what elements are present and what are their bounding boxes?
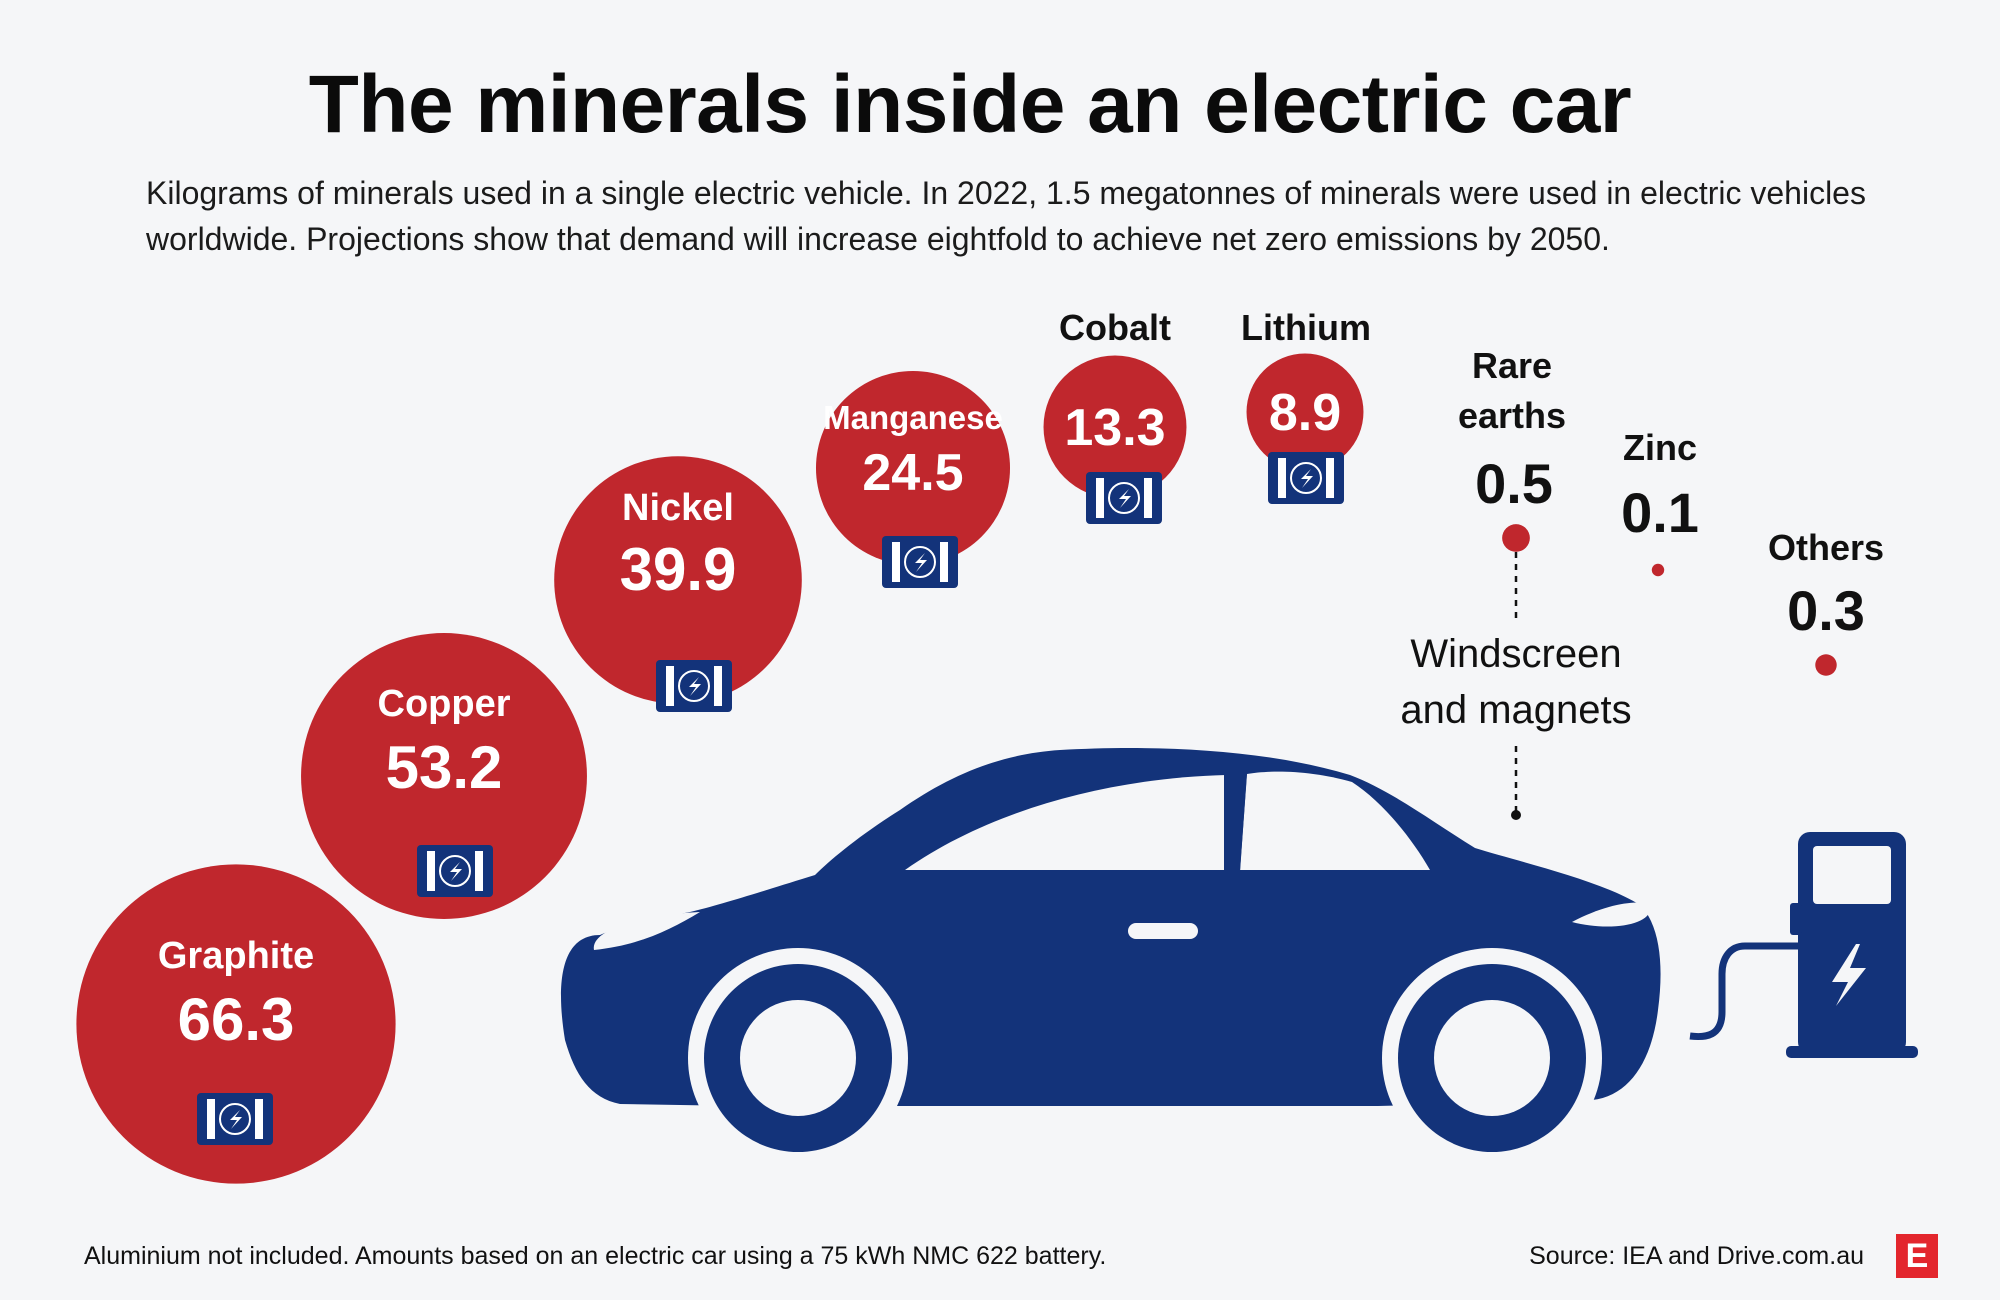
rare-earths-name-label: earths	[1458, 395, 1566, 436]
nickel-value-label: 39.9	[620, 536, 737, 603]
battery-ring	[219, 1103, 251, 1135]
source-credit: Source: IEA and Drive.com.au	[1529, 1242, 1864, 1270]
car-front-window	[1240, 771, 1430, 870]
nickel-bubble	[554, 456, 802, 704]
rare-earths-name-label: Rare	[1472, 345, 1552, 386]
others-name-label: Others	[1768, 527, 1884, 568]
charging-cable	[1689, 942, 1798, 1041]
cobalt-battery-icon	[1086, 472, 1162, 524]
battery-ring	[904, 546, 936, 578]
graphite-bubble	[76, 864, 396, 1184]
zinc-value-label: 0.1	[1621, 481, 1699, 544]
lightning-bolt-icon	[1119, 489, 1131, 508]
page-subtitle: Kilograms of minerals used in a single e…	[146, 175, 1866, 257]
others-bubble	[1815, 654, 1837, 676]
rare-earths-value-label: 0.5	[1475, 452, 1553, 515]
annotation-end-dot	[1511, 810, 1521, 820]
manganese-bubble	[815, 370, 1011, 566]
battery-ring	[1108, 482, 1140, 514]
annotation-text: and magnets	[1400, 688, 1631, 732]
lightning-bolt-icon	[1832, 944, 1866, 1006]
cobalt-value-label: 13.3	[1064, 399, 1165, 457]
battery-ring	[678, 670, 710, 702]
page-title: The minerals inside an electric car	[308, 59, 1632, 150]
taillight	[593, 912, 700, 950]
rear-wheel-hub	[740, 1000, 856, 1116]
rare-earths-bubble	[1502, 524, 1530, 552]
charger-screen	[1813, 846, 1891, 904]
others-value-label: 0.3	[1787, 579, 1865, 642]
lithium-bubble	[1246, 353, 1364, 471]
manganese-name-label: Manganese	[823, 399, 1003, 436]
lightning-bolt-icon	[915, 553, 927, 572]
nickel-battery-icon	[656, 660, 732, 712]
copper-bubble	[301, 633, 587, 919]
headlight	[1572, 902, 1651, 927]
front-wheel-hub	[1434, 1000, 1550, 1116]
annotation-text: Windscreen	[1410, 632, 1621, 676]
charger-base	[1786, 1046, 1918, 1058]
lightning-bolt-icon	[230, 1110, 242, 1129]
cobalt-bubble	[1043, 355, 1187, 499]
manganese-battery-icon	[882, 536, 958, 588]
zinc-bubble	[1651, 563, 1665, 577]
graphite-value-label: 66.3	[178, 986, 295, 1053]
lightning-bolt-icon	[689, 677, 701, 696]
graphite-battery-icon	[197, 1093, 273, 1145]
footnote: Aluminium not included. Amounts based on…	[84, 1242, 1107, 1270]
car-illustration	[561, 748, 1661, 1168]
lithium-name-label: Lithium	[1241, 307, 1371, 348]
door-handle	[1128, 923, 1198, 939]
car-pillar	[1224, 772, 1247, 872]
manganese-value-label: 24.5	[862, 444, 963, 502]
car-rear-window	[905, 775, 1226, 870]
charger-nozzle-mount	[1790, 903, 1802, 935]
battery-ring	[1290, 462, 1322, 494]
zinc-name-label: Zinc	[1623, 427, 1697, 468]
nickel-name-label: Nickel	[622, 487, 734, 529]
bubbles-layer: Graphite 66.3 Copper 53.2 Nickel 39.9 Manganes…	[76, 307, 1884, 1184]
copper-battery-icon	[417, 845, 493, 897]
lightning-bolt-icon	[1301, 469, 1313, 488]
lightning-bolt-icon	[450, 862, 462, 881]
charging-station-icon	[1689, 832, 1918, 1058]
publisher-logo: E	[1896, 1234, 1938, 1278]
graphite-name-label: Graphite	[158, 935, 314, 977]
lithium-battery-icon	[1268, 452, 1344, 504]
copper-name-label: Copper	[378, 683, 511, 725]
copper-value-label: 53.2	[386, 734, 503, 801]
cobalt-name-label: Cobalt	[1059, 307, 1171, 348]
lithium-value-label: 8.9	[1269, 384, 1341, 442]
battery-ring	[439, 855, 471, 887]
